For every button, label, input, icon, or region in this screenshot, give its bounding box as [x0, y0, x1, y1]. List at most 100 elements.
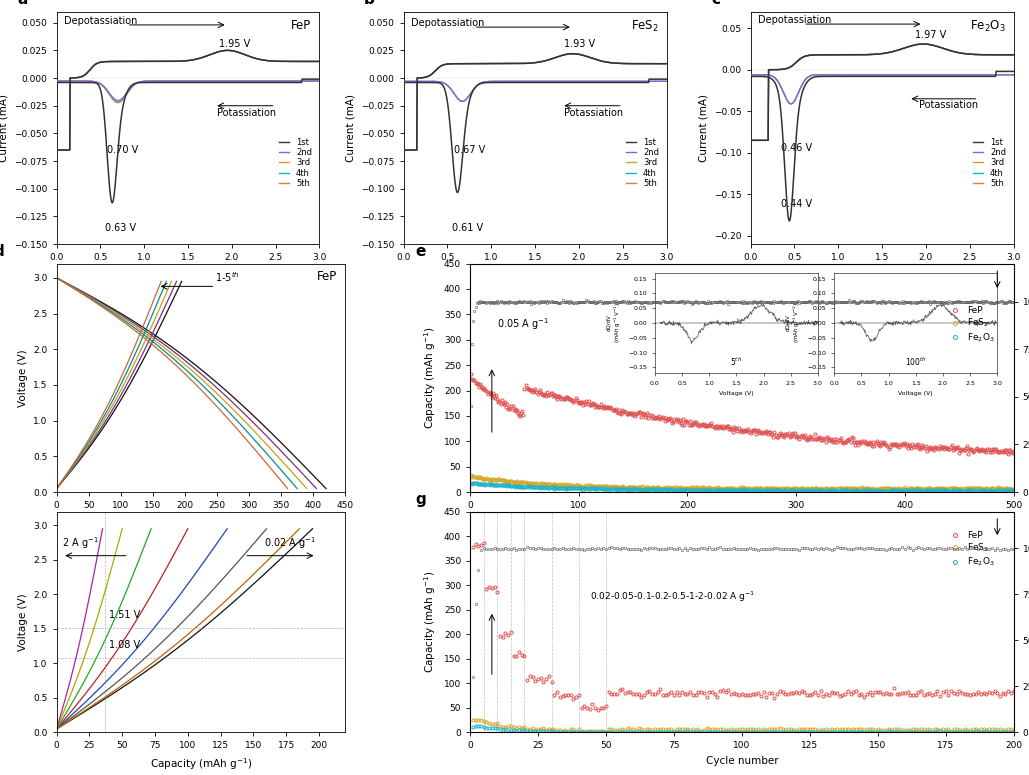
Legend: 1st, 2nd, 3rd, 4th, 5th: 1st, 2nd, 3rd, 4th, 5th — [970, 134, 1009, 191]
Text: Depotassiation: Depotassiation — [411, 19, 484, 28]
FeP — [722, 424, 735, 433]
FeP — [491, 587, 503, 597]
Fe$_2$O$_3$ — [570, 727, 582, 736]
Fe$_2$O$_3$ — [986, 727, 998, 736]
Legend: 1st, 2nd, 3rd, 4th, 5th: 1st, 2nd, 3rd, 4th, 5th — [623, 134, 663, 191]
FeS$_2$ — [467, 715, 480, 725]
FeP — [725, 424, 738, 433]
FeS$_2$ — [465, 470, 477, 480]
Fe$_2$O$_3$ — [758, 487, 771, 496]
Text: 1.95 V: 1.95 V — [219, 39, 250, 49]
FeP — [788, 431, 801, 440]
Text: 0.61 V: 0.61 V — [452, 223, 483, 232]
Line: FeS$_2$: FeS$_2$ — [469, 474, 1015, 491]
FeP — [616, 684, 629, 694]
Fe$_2$O$_3$ — [1007, 727, 1020, 736]
FeP — [1007, 687, 1020, 696]
X-axis label: Specific capacity (mAh g$^{-1}$): Specific capacity (mAh g$^{-1}$) — [129, 515, 274, 532]
Fe$_2$O$_3$ — [788, 486, 801, 495]
Text: 0.05 A g$^{-1}$: 0.05 A g$^{-1}$ — [497, 315, 549, 332]
Text: Potassiation: Potassiation — [216, 108, 276, 118]
Fe$_2$O$_3$ — [725, 485, 738, 494]
FeS$_2$ — [1007, 725, 1020, 735]
Line: FeP: FeP — [469, 373, 1015, 455]
FeS$_2$ — [983, 725, 995, 734]
FeP — [477, 539, 490, 548]
Fe$_2$O$_3$ — [944, 487, 956, 496]
Text: Potassiation: Potassiation — [564, 108, 623, 118]
Fe$_2$O$_3$ — [1007, 486, 1020, 495]
FeP — [995, 447, 1007, 456]
Text: Depotassiation: Depotassiation — [64, 16, 137, 26]
X-axis label: Cycle number: Cycle number — [706, 756, 778, 766]
Y-axis label: Capacity (mAh g$^{-1}$): Capacity (mAh g$^{-1}$) — [423, 326, 438, 429]
FeS$_2$ — [788, 484, 801, 493]
FeS$_2$ — [613, 725, 626, 734]
Legend: 1st, 2nd, 3rd, 4th, 5th: 1st, 2nd, 3rd, 4th, 5th — [276, 134, 315, 191]
Fe$_2$O$_3$ — [722, 486, 735, 495]
FeS$_2$ — [499, 722, 511, 732]
Text: 0.02 A g$^{-1}$: 0.02 A g$^{-1}$ — [264, 536, 317, 551]
FeS$_2$ — [722, 484, 735, 493]
Fe$_2$O$_3$ — [616, 727, 629, 736]
X-axis label: Voltage (V vs K$^+$/K): Voltage (V vs K$^+$/K) — [136, 267, 240, 283]
Legend: FeP, FeS$_2$, Fe$_2$O$_3$: FeP, FeS$_2$, Fe$_2$O$_3$ — [947, 302, 998, 347]
FeP — [592, 705, 604, 715]
Fe$_2$O$_3$ — [472, 722, 485, 731]
FeP — [758, 428, 771, 437]
Text: e: e — [416, 244, 426, 259]
Fe$_2$O$_3$ — [910, 487, 922, 496]
Text: 1.08 V: 1.08 V — [109, 640, 140, 650]
Text: FeP: FeP — [291, 19, 312, 32]
FeP — [910, 442, 922, 451]
Legend: FeP, FeS$_2$, Fe$_2$O$_3$: FeP, FeS$_2$, Fe$_2$O$_3$ — [947, 527, 998, 572]
FeS$_2$ — [725, 484, 738, 493]
X-axis label: Voltage (V vs K$^+$/K): Voltage (V vs K$^+$/K) — [484, 267, 587, 283]
Fe$_2$O$_3$ — [502, 725, 514, 734]
Text: 0.67 V: 0.67 V — [455, 146, 486, 155]
Text: FeS$_2$: FeS$_2$ — [631, 19, 659, 33]
FeS$_2$ — [995, 484, 1007, 493]
FeP — [467, 542, 480, 552]
Fe$_2$O$_3$ — [600, 728, 612, 737]
Y-axis label: Voltage (V): Voltage (V) — [17, 349, 28, 407]
FeS$_2$ — [758, 484, 771, 493]
FeS$_2$ — [567, 725, 579, 734]
Text: Fe$_2$O$_3$: Fe$_2$O$_3$ — [970, 19, 1005, 33]
Y-axis label: Current (mA): Current (mA) — [0, 94, 8, 162]
FeP — [465, 370, 477, 379]
Text: 0.70 V: 0.70 V — [107, 146, 139, 155]
X-axis label: Cycle number: Cycle number — [706, 515, 778, 525]
Fe$_2$O$_3$ — [465, 478, 477, 487]
Line: Fe$_2$O$_3$: Fe$_2$O$_3$ — [469, 481, 1015, 493]
Fe$_2$O$_3$ — [966, 727, 979, 736]
Y-axis label: Current (mA): Current (mA) — [346, 94, 356, 162]
FeS$_2$ — [1007, 484, 1020, 494]
Line: FeP: FeP — [471, 542, 1015, 711]
FeP — [570, 692, 582, 701]
Text: FeP: FeP — [316, 270, 336, 284]
Text: 0.46 V: 0.46 V — [781, 143, 813, 153]
Y-axis label: Voltage (V): Voltage (V) — [17, 593, 28, 651]
X-axis label: Voltage (V vs K$^+$/K): Voltage (V vs K$^+$/K) — [830, 267, 934, 283]
Line: Fe$_2$O$_3$: Fe$_2$O$_3$ — [471, 725, 1015, 734]
Text: 0.63 V: 0.63 V — [105, 223, 136, 232]
Text: Depotassiation: Depotassiation — [757, 15, 831, 25]
Text: g: g — [416, 492, 427, 507]
Y-axis label: Current (mA): Current (mA) — [699, 94, 708, 162]
Text: 1.97 V: 1.97 V — [915, 30, 946, 40]
Text: 0.02-0.05-0.1-0.2-0.5-1-2-0.02 A g$^{-1}$: 0.02-0.05-0.1-0.2-0.5-1-2-0.02 A g$^{-1}… — [590, 590, 755, 604]
Y-axis label: Capacity (mAh g$^{-1}$): Capacity (mAh g$^{-1}$) — [423, 570, 438, 673]
FeS$_2$ — [911, 483, 923, 492]
Fe$_2$O$_3$ — [995, 486, 1007, 495]
FeP — [1007, 446, 1020, 456]
Text: Potassiation: Potassiation — [919, 101, 979, 111]
Fe$_2$O$_3$ — [467, 722, 480, 731]
Text: 1-5$^{th}$: 1-5$^{th}$ — [215, 270, 240, 284]
Text: a: a — [17, 0, 28, 7]
Fe$_2$O$_3$ — [491, 723, 503, 732]
FeS$_2$ — [578, 727, 591, 736]
Line: FeS$_2$: FeS$_2$ — [471, 718, 1015, 733]
X-axis label: Capacity (mAh g$^{-1}$): Capacity (mAh g$^{-1}$) — [149, 756, 252, 772]
Text: 0.44 V: 0.44 V — [781, 198, 813, 208]
